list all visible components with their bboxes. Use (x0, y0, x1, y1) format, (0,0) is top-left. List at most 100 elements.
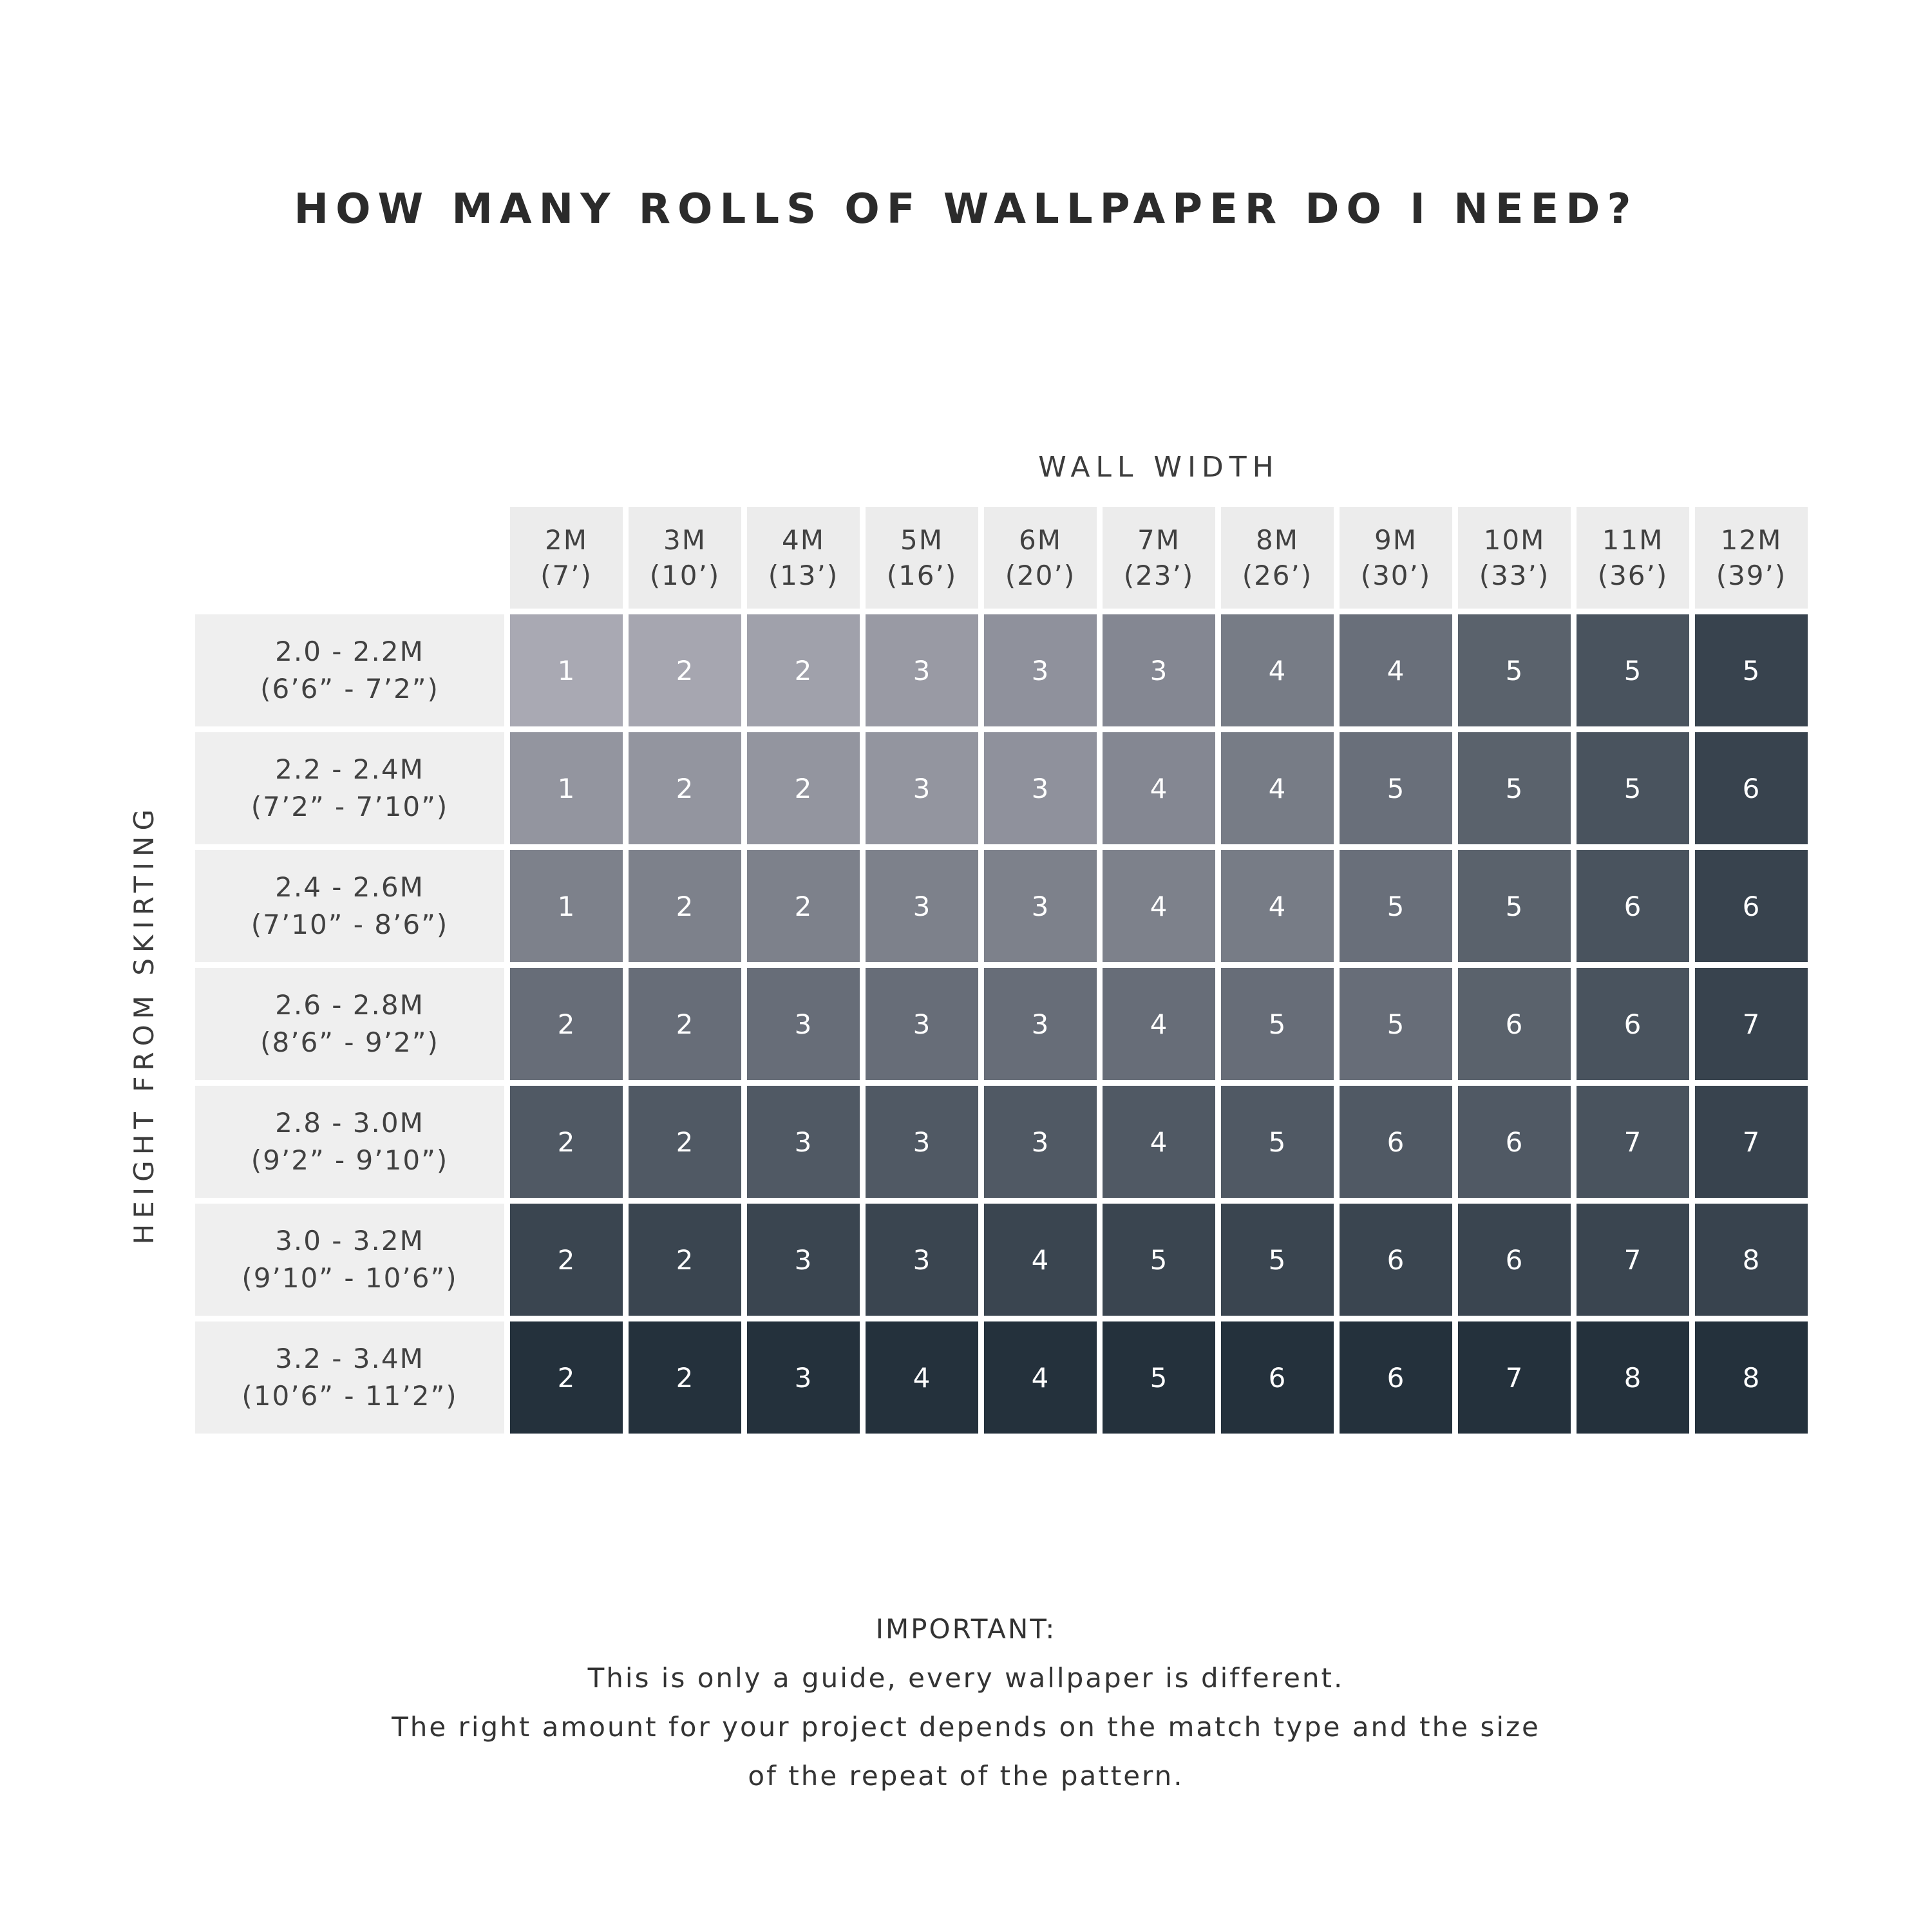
column-header-imperial: (13’) (768, 560, 839, 591)
value-cell: 3 (984, 1086, 1097, 1198)
row-label: 2.2 - 2.4M (7’2” - 7’10”) (195, 732, 504, 844)
value-cell: 3 (984, 614, 1097, 726)
value-cell: 2 (747, 850, 860, 962)
value-cell: 2 (510, 968, 623, 1080)
column-header-metric: 2M (545, 524, 588, 556)
value-cell: 8 (1577, 1321, 1689, 1434)
column-header-metric: 5M (900, 524, 943, 556)
rolls-table: 2M (7’) 3M (10’) 4M (13’) 5M (16’) 6M (20’) 7M (23’… (195, 507, 1808, 1434)
column-header-imperial: (23’) (1123, 560, 1195, 591)
value-cell: 1 (510, 732, 623, 844)
value-cell: 4 (1103, 968, 1215, 1080)
footer-line-3: of the repeat of the pattern. (748, 1760, 1184, 1792)
value-cell: 8 (1695, 1204, 1808, 1316)
column-header-imperial: (26’) (1242, 560, 1313, 591)
footer-line-1: This is only a guide, every wallpaper is… (587, 1662, 1345, 1694)
row-label-imperial: (8’6” - 9’2”) (260, 1027, 439, 1058)
height-from-skirting-label: HEIGHT FROM SKIRTING (128, 803, 160, 1245)
column-header-metric: 10M (1483, 524, 1546, 556)
column-header-imperial: (20’) (1005, 560, 1076, 591)
value-cell: 6 (1458, 1086, 1571, 1198)
row-label: 3.2 - 3.4M (10’6” - 11’2”) (195, 1321, 504, 1434)
footer-line-2: The right amount for your project depend… (392, 1711, 1540, 1743)
column-header: 3M (10’) (629, 507, 741, 609)
column-header: 2M (7’) (510, 507, 623, 609)
column-header: 5M (16’) (866, 507, 978, 609)
column-header-imperial: (30’) (1360, 560, 1432, 591)
value-cell: 4 (1221, 614, 1334, 726)
row-label-imperial: (10’6” - 11’2”) (242, 1380, 458, 1412)
row-label-imperial: (9’10” - 10’6”) (242, 1262, 458, 1294)
value-cell: 4 (984, 1321, 1097, 1434)
value-cell: 4 (1340, 614, 1452, 726)
row-label: 2.0 - 2.2M (6’6” - 7’2”) (195, 614, 504, 726)
value-cell: 7 (1458, 1321, 1571, 1434)
wall-width-label: WALL WIDTH (1038, 451, 1280, 484)
value-cell: 5 (1340, 968, 1452, 1080)
value-cell: 5 (1221, 1204, 1334, 1316)
value-cell: 5 (1103, 1204, 1215, 1316)
value-cell: 5 (1695, 614, 1808, 726)
value-cell: 4 (1103, 732, 1215, 844)
value-cell: 2 (629, 614, 741, 726)
value-cell: 6 (1577, 968, 1689, 1080)
value-cell: 3 (984, 968, 1097, 1080)
value-cell: 6 (1695, 732, 1808, 844)
value-cell: 6 (1340, 1321, 1452, 1434)
column-header: 11M (36’) (1577, 507, 1689, 609)
row-label-metric: 2.8 - 3.0M (275, 1107, 424, 1139)
value-cell: 7 (1577, 1204, 1689, 1316)
row-label-imperial: (9’2” - 9’10”) (251, 1144, 449, 1176)
row-label-metric: 2.0 - 2.2M (275, 636, 424, 668)
value-cell: 4 (866, 1321, 978, 1434)
value-cell: 4 (1221, 732, 1334, 844)
value-cell: 2 (510, 1204, 623, 1316)
row-label-imperial: (7’2” - 7’10”) (251, 791, 449, 822)
value-cell: 5 (1340, 732, 1452, 844)
column-header-imperial: (39’) (1716, 560, 1787, 591)
column-header-metric: 11M (1602, 524, 1664, 556)
value-cell: 3 (866, 968, 978, 1080)
column-header-metric: 6M (1019, 524, 1062, 556)
value-cell: 6 (1340, 1204, 1452, 1316)
value-cell: 2 (510, 1086, 623, 1198)
value-cell: 3 (866, 1086, 978, 1198)
column-header: 4M (13’) (747, 507, 860, 609)
value-cell: 4 (1103, 1086, 1215, 1198)
column-header: 7M (23’) (1103, 507, 1215, 609)
column-header-imperial: (10’) (649, 560, 721, 591)
value-cell: 5 (1458, 614, 1571, 726)
value-cell: 5 (1340, 850, 1452, 962)
value-cell: 8 (1695, 1321, 1808, 1434)
row-label-imperial: (6’6” - 7’2”) (260, 673, 439, 705)
value-cell: 3 (866, 732, 978, 844)
row-label-metric: 2.6 - 2.8M (275, 989, 424, 1021)
value-cell: 1 (510, 850, 623, 962)
column-header-metric: 9M (1374, 524, 1417, 556)
row-label: 2.4 - 2.6M (7’10” - 8’6”) (195, 850, 504, 962)
row-label-metric: 3.2 - 3.4M (275, 1343, 424, 1375)
row-label-metric: 2.4 - 2.6M (275, 871, 424, 904)
value-cell: 4 (1103, 850, 1215, 962)
value-cell: 4 (984, 1204, 1097, 1316)
value-cell: 2 (629, 1086, 741, 1198)
column-header-metric: 4M (782, 524, 825, 556)
corner-cell (195, 507, 504, 609)
column-header-metric: 12M (1720, 524, 1783, 556)
value-cell: 6 (1458, 968, 1571, 1080)
row-label: 3.0 - 3.2M (9’10” - 10’6”) (195, 1204, 504, 1316)
column-header: 12M (39’) (1695, 507, 1808, 609)
value-cell: 2 (629, 1204, 741, 1316)
value-cell: 5 (1103, 1321, 1215, 1434)
value-cell: 5 (1577, 614, 1689, 726)
row-label-imperial: (7’10” - 8’6”) (251, 909, 449, 940)
value-cell: 3 (747, 1321, 860, 1434)
row-label-metric: 2.2 - 2.4M (275, 753, 424, 786)
value-cell: 6 (1221, 1321, 1334, 1434)
value-cell: 7 (1695, 1086, 1808, 1198)
column-header-imperial: (36’) (1597, 560, 1669, 591)
value-cell: 2 (747, 614, 860, 726)
value-cell: 7 (1695, 968, 1808, 1080)
column-header-imperial: (16’) (886, 560, 958, 591)
column-header: 10M (33’) (1458, 507, 1571, 609)
